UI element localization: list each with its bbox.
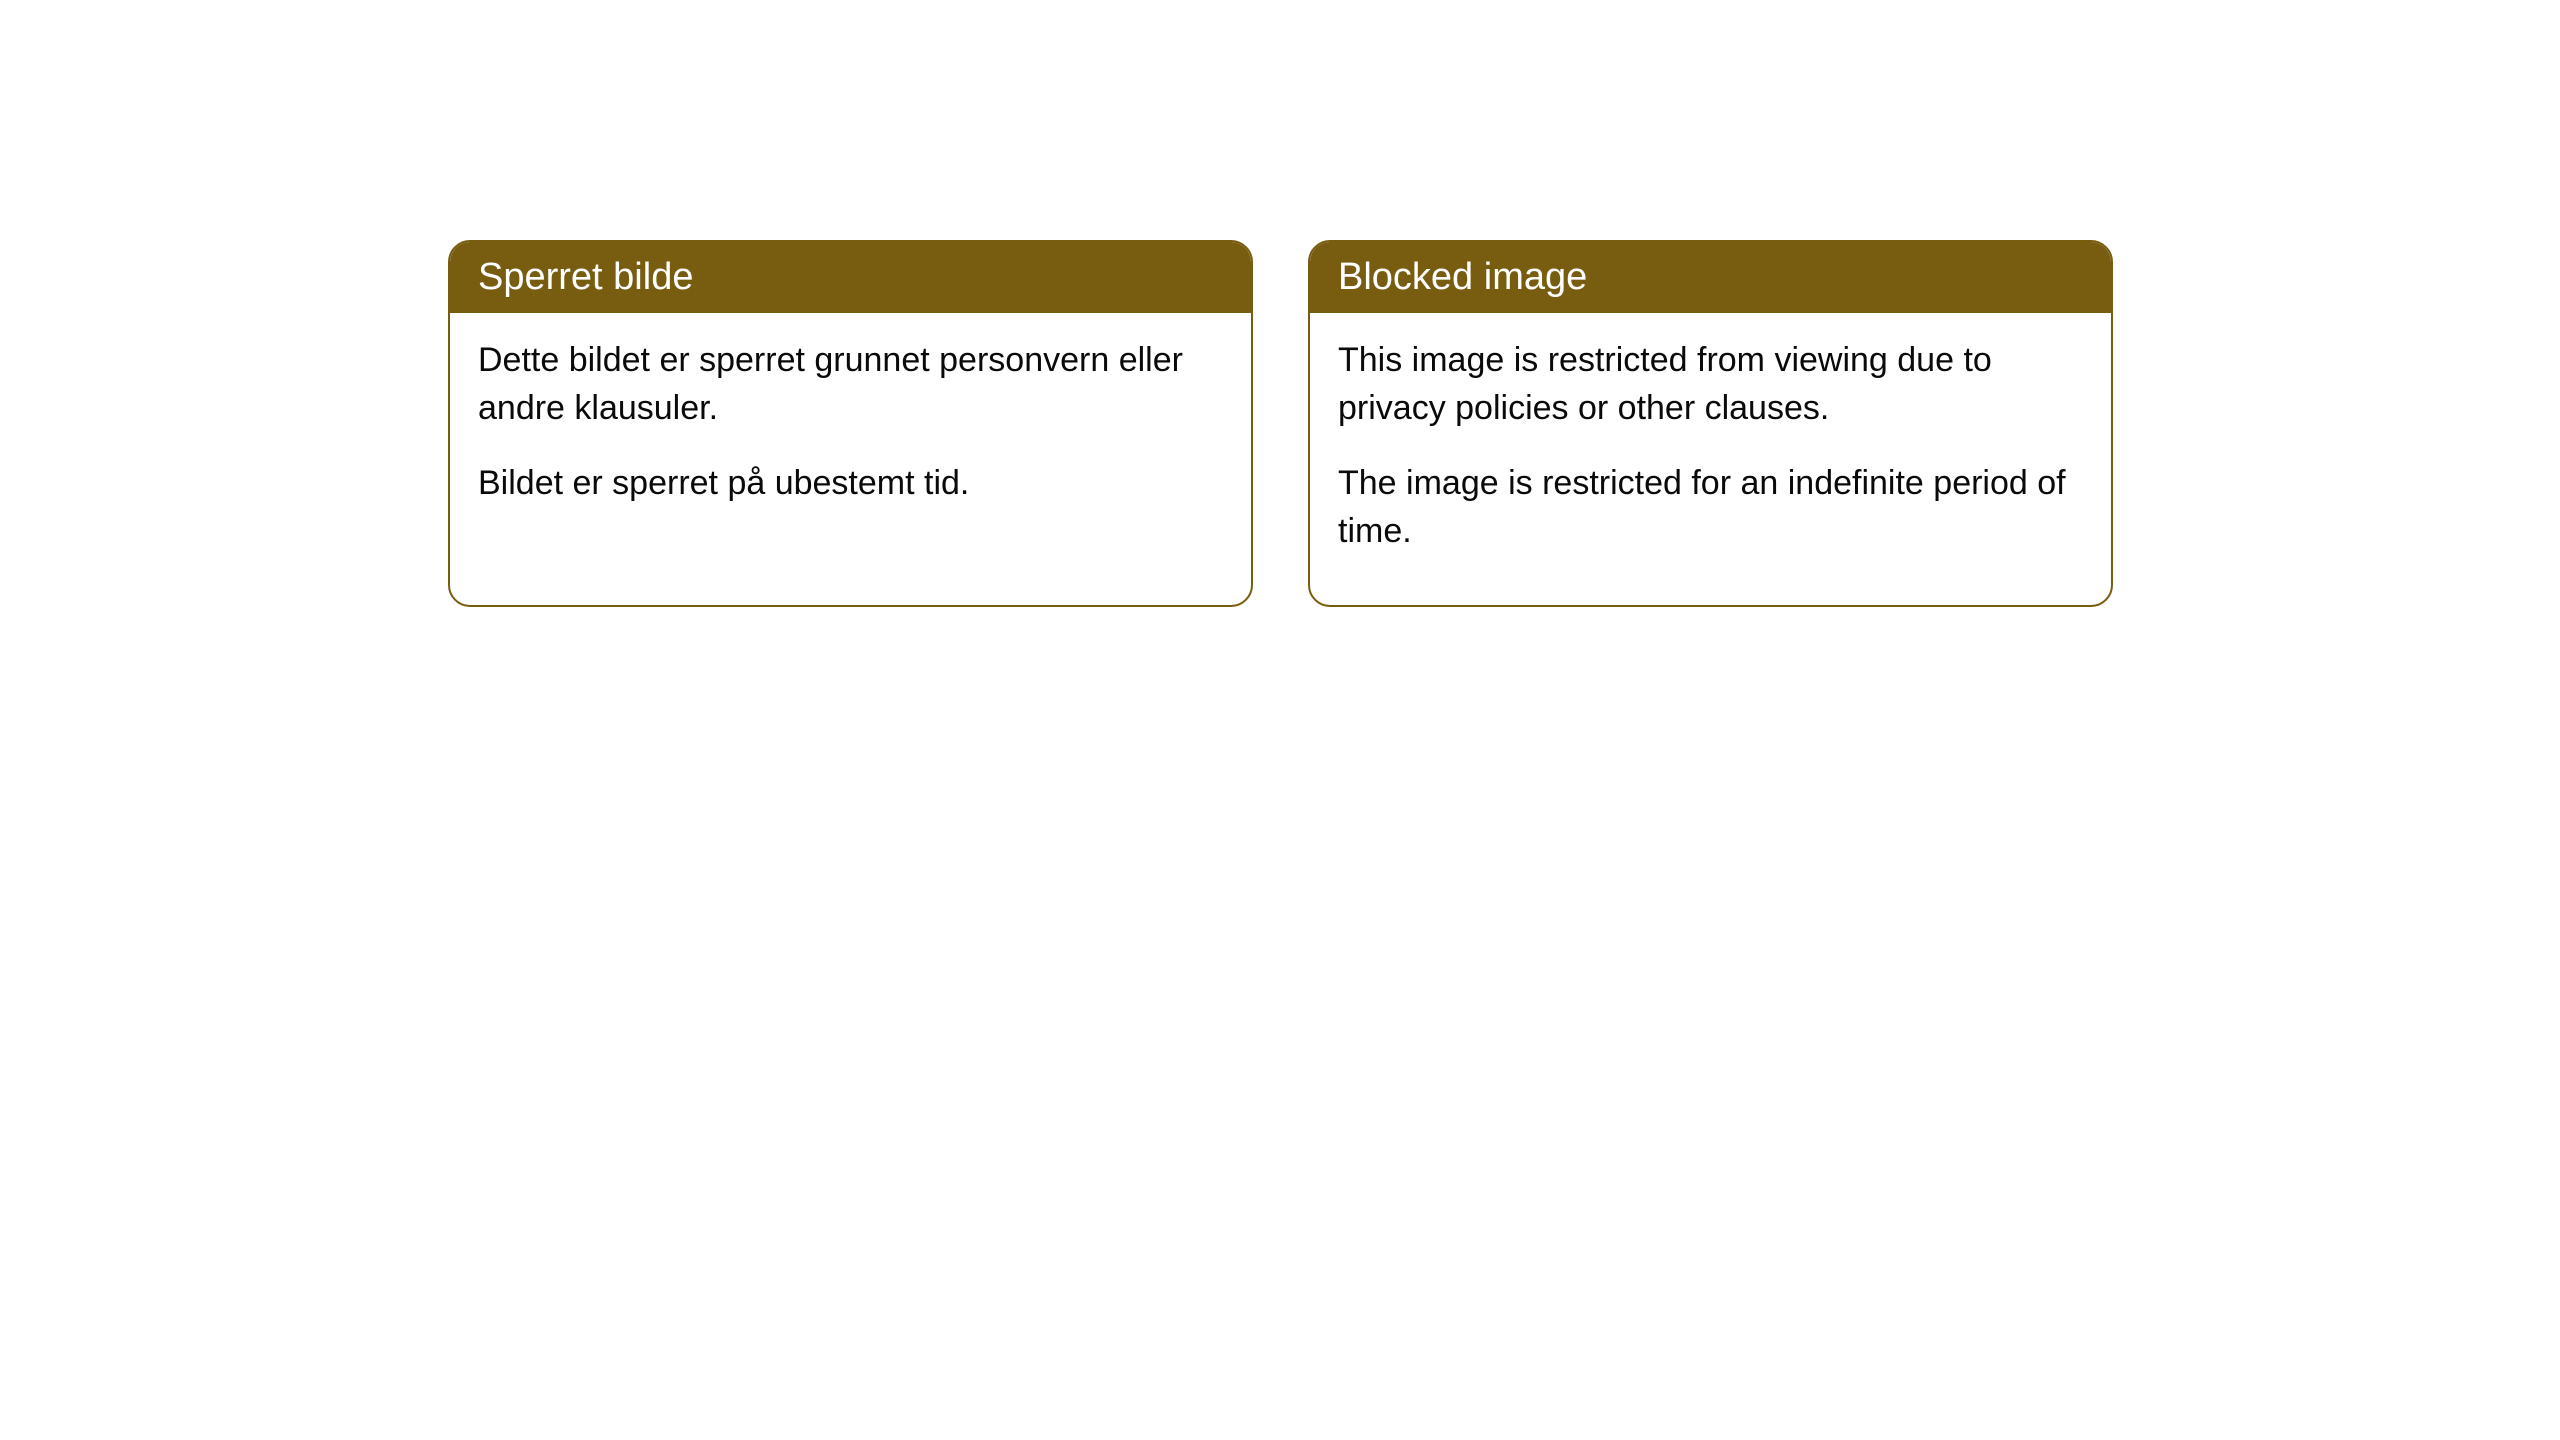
card-paragraph: Bildet er sperret på ubestemt tid. [478,460,1223,508]
card-body: Dette bildet er sperret grunnet personve… [450,313,1251,558]
card-body: This image is restricted from viewing du… [1310,313,2111,605]
blocked-image-card-norwegian: Sperret bilde Dette bildet er sperret gr… [448,240,1253,607]
card-paragraph: Dette bildet er sperret grunnet personve… [478,337,1223,432]
card-title: Blocked image [1310,242,2111,313]
blocked-image-card-english: Blocked image This image is restricted f… [1308,240,2113,607]
cards-container: Sperret bilde Dette bildet er sperret gr… [0,0,2560,607]
card-paragraph: The image is restricted for an indefinit… [1338,460,2083,555]
card-title: Sperret bilde [450,242,1251,313]
card-paragraph: This image is restricted from viewing du… [1338,337,2083,432]
